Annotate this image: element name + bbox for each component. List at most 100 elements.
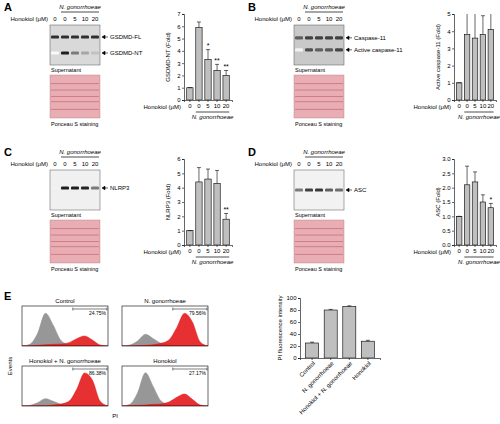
error-bar — [224, 213, 228, 219]
ponceau-band — [51, 101, 99, 102]
bar — [187, 88, 193, 100]
bar-chart: *0.00.51.01.52.02.53.00051020ASC (Fold)H… — [414, 156, 500, 265]
flow-panel: EEventsPI — [4, 290, 118, 419]
tick-mark — [182, 14, 184, 15]
tick-label: 1 — [447, 80, 451, 86]
axis-line — [452, 160, 455, 246]
y-tick: 5 — [447, 11, 454, 17]
lane-label: 0 — [63, 16, 67, 22]
band-arrow — [102, 35, 108, 39]
x-tick: 0 — [197, 245, 201, 254]
axis-line — [301, 359, 381, 361]
lane-label: 0 — [63, 161, 67, 167]
plot-frame — [22, 366, 108, 406]
histogram: 79.56%N. gonorrhoeae — [122, 298, 208, 346]
y-tick: 5 — [177, 171, 184, 177]
band-label: GSDMD-FL — [110, 34, 142, 40]
group-bracket — [305, 157, 343, 158]
y-tick: 3 — [177, 61, 184, 67]
bar — [205, 59, 211, 100]
x-axis-title: PI — [112, 413, 118, 419]
blot-band — [51, 51, 59, 54]
ponceau-band — [51, 228, 99, 229]
blot-band — [315, 188, 323, 191]
error-bar — [188, 87, 192, 88]
blot-band — [91, 186, 99, 189]
group-label: N. gonorrhoeae — [458, 114, 500, 120]
blot-panel: BN. gonorrhoeaeHonokiol (μM)0051020Caspa… — [248, 1, 403, 127]
tick-mark — [298, 334, 300, 335]
ponceau-band — [51, 96, 99, 97]
y-tick: 4 — [447, 29, 454, 35]
tick-mark — [189, 100, 190, 102]
panel-letter: D — [248, 146, 256, 158]
error-bar — [473, 14, 477, 38]
tick-label: 4 — [177, 185, 181, 191]
tick-label: 60 — [290, 319, 297, 325]
ponceau-image — [294, 75, 344, 118]
blot-band — [305, 48, 313, 51]
y-tick: 6 — [177, 156, 184, 162]
tick-label: 100 — [286, 295, 297, 301]
x-tick: 10 — [214, 100, 221, 109]
error-bar — [215, 170, 219, 183]
tick-label: 0 — [188, 103, 192, 109]
tick-mark — [452, 202, 454, 203]
tick-label: Honokiol + N. gonorrhoeae — [298, 360, 354, 416]
tick-label: 10 — [480, 248, 487, 254]
ponceau-band — [51, 109, 99, 110]
blot-band — [61, 186, 69, 189]
group-bracket — [196, 112, 230, 113]
tick-mark — [189, 245, 190, 247]
tick-label: 7 — [177, 11, 181, 17]
y-axis-title: NLRP3 (Fold) — [165, 184, 171, 221]
x-tick: 0 — [465, 100, 469, 109]
ponceau-band — [295, 254, 343, 255]
group-label: N. gonorrhoeae — [303, 149, 345, 155]
lane-label: 20 — [336, 16, 343, 22]
ponceau-band — [295, 96, 343, 97]
ponceau-band — [295, 83, 343, 84]
blot-panel: AN. gonorrhoeaeHonokiol (μM)0051020GSDMD… — [4, 1, 143, 127]
tick-mark — [490, 100, 491, 102]
tick-label: 5 — [177, 171, 181, 177]
marks — [122, 373, 208, 406]
bar — [488, 208, 494, 245]
tick-label: 3.0 — [442, 156, 451, 162]
tick-label: 20 — [488, 248, 495, 254]
significance-label: ** — [223, 63, 229, 70]
group-label: N. gonorrhoeae — [59, 4, 101, 10]
tick-label: 1 — [177, 228, 181, 234]
tick-mark — [298, 358, 300, 359]
significance-label: ** — [223, 206, 229, 213]
tick-label: 0 — [293, 355, 297, 361]
tick-mark — [452, 216, 454, 217]
y-tick: 1 — [447, 80, 454, 86]
tick-label: 2.0 — [442, 185, 451, 191]
bar — [205, 179, 211, 245]
blot-band — [51, 35, 59, 38]
bar — [488, 29, 494, 100]
lane-label: 0 — [307, 161, 311, 167]
tick-label: 20 — [488, 103, 495, 109]
error-bar — [473, 172, 477, 182]
blot-band — [71, 35, 79, 38]
group-bracket — [464, 112, 493, 113]
histogram-title: Honokiol — [153, 358, 176, 364]
tick-label: 0 — [177, 97, 181, 103]
tick-mark — [452, 245, 454, 246]
histogram: 86.38%Honokiol + N. gonorrhoeae — [22, 358, 108, 406]
band-label: Active caspase-11 — [354, 47, 403, 53]
y-axis-title: ASC (Fold) — [435, 187, 441, 217]
tick-label: 80 — [290, 307, 297, 313]
tick-mark — [182, 63, 184, 64]
panel-letter: A — [4, 1, 12, 13]
tick-mark — [452, 231, 454, 232]
tick-label: 3 — [177, 61, 181, 67]
error-bar — [197, 22, 201, 28]
error-bar — [206, 169, 210, 179]
tick-mark — [182, 202, 184, 203]
lane-axis-label: Honokiol (μM) — [255, 16, 292, 22]
error-bar — [188, 230, 192, 231]
y-tick: 4 — [177, 48, 184, 54]
